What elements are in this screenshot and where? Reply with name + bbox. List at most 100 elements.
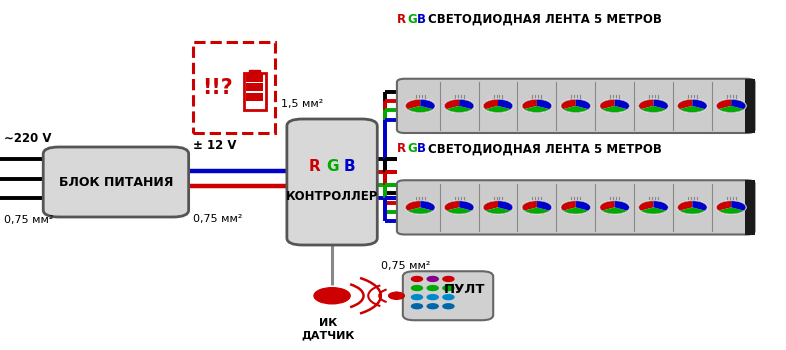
Text: СВЕТОДИОДНАЯ ЛЕНТА 5 МЕТРОВ: СВЕТОДИОДНАЯ ЛЕНТА 5 МЕТРОВ [428,142,662,155]
Circle shape [639,201,668,214]
Polygon shape [653,99,668,109]
Polygon shape [444,99,459,109]
Polygon shape [446,106,472,112]
Polygon shape [615,201,630,211]
Polygon shape [524,106,549,112]
Polygon shape [444,201,459,211]
Polygon shape [459,99,474,109]
Circle shape [716,201,746,214]
Circle shape [412,304,423,309]
Text: СВЕТОДИОДНАЯ ЛЕНТА 5 МЕТРОВ: СВЕТОДИОДНАЯ ЛЕНТА 5 МЕТРОВ [428,13,662,26]
Polygon shape [483,99,498,109]
Text: R: R [309,159,321,174]
Bar [246,74,263,82]
FancyBboxPatch shape [287,119,377,245]
Polygon shape [680,207,705,214]
Polygon shape [731,99,746,109]
Text: R: R [397,142,406,155]
Polygon shape [524,207,549,214]
FancyBboxPatch shape [43,147,189,217]
Bar [745,79,755,133]
Bar [246,93,263,101]
Polygon shape [522,201,537,211]
Text: G: G [407,142,417,155]
FancyBboxPatch shape [397,79,755,133]
Polygon shape [716,201,731,211]
Polygon shape [537,99,552,109]
Circle shape [444,99,474,112]
Polygon shape [692,201,707,211]
Circle shape [412,286,423,290]
Circle shape [428,286,439,290]
Bar [249,70,260,74]
Text: G: G [326,159,338,174]
Text: !!?: !!? [202,77,233,98]
Polygon shape [641,106,667,112]
Polygon shape [602,106,627,112]
Text: 0,75 мм²: 0,75 мм² [4,216,53,225]
Text: G: G [407,13,417,26]
Polygon shape [692,99,707,109]
Polygon shape [406,99,421,109]
Circle shape [428,295,439,300]
Polygon shape [498,201,512,211]
Polygon shape [421,99,435,109]
Bar [246,83,263,91]
Text: ИК
ДАТЧИК: ИК ДАТЧИК [302,318,354,340]
Text: ПУЛТ: ПУЛТ [443,284,485,296]
Polygon shape [537,201,552,211]
Circle shape [561,201,590,214]
Text: 0,75 мм²: 0,75 мм² [193,214,242,224]
Polygon shape [483,201,498,211]
Circle shape [406,201,435,214]
Circle shape [678,201,707,214]
Text: ∼220 V: ∼220 V [4,132,51,145]
Polygon shape [641,207,667,214]
Polygon shape [600,99,615,109]
Circle shape [483,99,512,112]
FancyBboxPatch shape [403,271,494,320]
Polygon shape [522,99,537,109]
Circle shape [716,99,746,112]
Text: B: B [417,142,426,155]
Circle shape [678,99,707,112]
Circle shape [522,201,552,214]
Polygon shape [485,207,511,214]
Polygon shape [716,99,731,109]
Polygon shape [639,99,653,109]
Polygon shape [561,201,575,211]
Bar [745,180,755,234]
Polygon shape [600,201,615,211]
Circle shape [428,304,439,309]
Circle shape [314,288,350,304]
Circle shape [443,286,454,290]
Circle shape [412,295,423,300]
Polygon shape [421,201,435,211]
Polygon shape [575,201,590,211]
Circle shape [412,276,423,281]
Polygon shape [563,207,589,214]
Bar [193,42,275,133]
Text: КОНТРОЛЛЕР: КОНТРОЛЛЕР [286,189,378,203]
Polygon shape [602,207,627,214]
Circle shape [600,99,630,112]
Polygon shape [406,201,421,211]
Text: 1,5 мм²: 1,5 мм² [281,99,324,109]
Circle shape [444,201,474,214]
Text: R: R [397,13,406,26]
Circle shape [406,99,435,112]
Polygon shape [446,207,472,214]
Circle shape [443,304,454,309]
Circle shape [428,276,439,281]
Circle shape [388,292,405,299]
Polygon shape [459,201,474,211]
Bar [244,74,266,110]
Polygon shape [561,99,575,109]
Circle shape [600,201,630,214]
Text: 0,75 мм²: 0,75 мм² [381,261,431,271]
Text: B: B [417,13,426,26]
Polygon shape [407,207,433,214]
Polygon shape [680,106,705,112]
Polygon shape [653,201,668,211]
FancyBboxPatch shape [397,180,755,234]
